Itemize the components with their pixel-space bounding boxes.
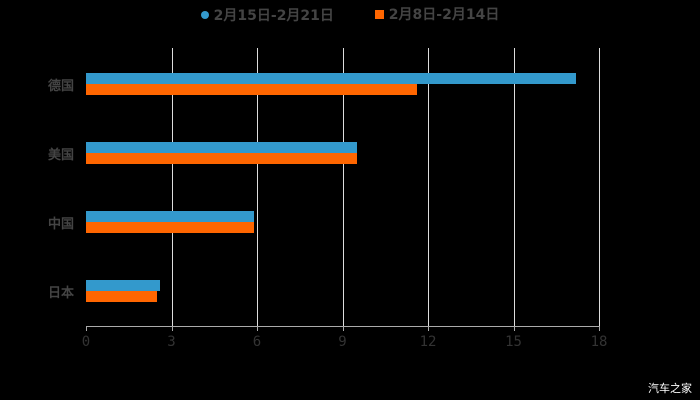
bar-1[interactable] xyxy=(86,280,161,291)
category-label: 德国 xyxy=(48,79,75,94)
bar-1[interactable] xyxy=(86,73,577,84)
x-tick xyxy=(428,326,429,331)
bar-2[interactable] xyxy=(86,222,255,233)
x-tick-label: 15 xyxy=(505,334,522,350)
bar-2[interactable] xyxy=(86,153,357,164)
gridline xyxy=(428,48,429,326)
x-tick xyxy=(171,326,173,331)
category-label: 日本 xyxy=(48,286,75,301)
gridline xyxy=(171,48,173,326)
bar-2[interactable] xyxy=(86,84,417,95)
watermark: 汽车之家 xyxy=(648,382,692,395)
legend-item-series-2[interactable]: 2月8日-2月14日 xyxy=(374,4,500,24)
bar-1[interactable] xyxy=(86,142,357,153)
x-tick-label: 0 xyxy=(81,334,91,350)
x-tick xyxy=(599,326,600,331)
bar-1[interactable] xyxy=(86,211,255,222)
x-tick xyxy=(342,326,344,331)
legend-item-series-1[interactable]: 2月15日-2月21日 xyxy=(200,5,334,25)
bar-2[interactable] xyxy=(86,291,158,302)
x-tick xyxy=(86,326,87,331)
x-tick-label: 3 xyxy=(167,334,176,350)
category-label: 美国 xyxy=(48,148,75,163)
category-label: 中国 xyxy=(48,217,75,232)
x-tick-label: 6 xyxy=(252,334,262,350)
x-tick xyxy=(257,326,258,331)
gridline xyxy=(513,48,515,326)
x-tick xyxy=(513,326,515,331)
gridline xyxy=(342,48,344,326)
gridline xyxy=(599,48,600,326)
x-tick-label: 9 xyxy=(338,334,347,350)
x-tick-label: 18 xyxy=(590,334,608,350)
series-1-marker-icon xyxy=(200,10,209,19)
gridline xyxy=(257,48,258,326)
x-tick-label: 12 xyxy=(419,334,437,350)
plot-area xyxy=(86,48,600,326)
series-2-marker-icon xyxy=(374,9,384,19)
legend-label: 2月8日-2月14日 xyxy=(388,7,500,23)
legend-label: 2月15日-2月21日 xyxy=(213,7,334,24)
chart-legend: 2月15日-2月21日 2月8日-2月14日 xyxy=(0,4,700,25)
